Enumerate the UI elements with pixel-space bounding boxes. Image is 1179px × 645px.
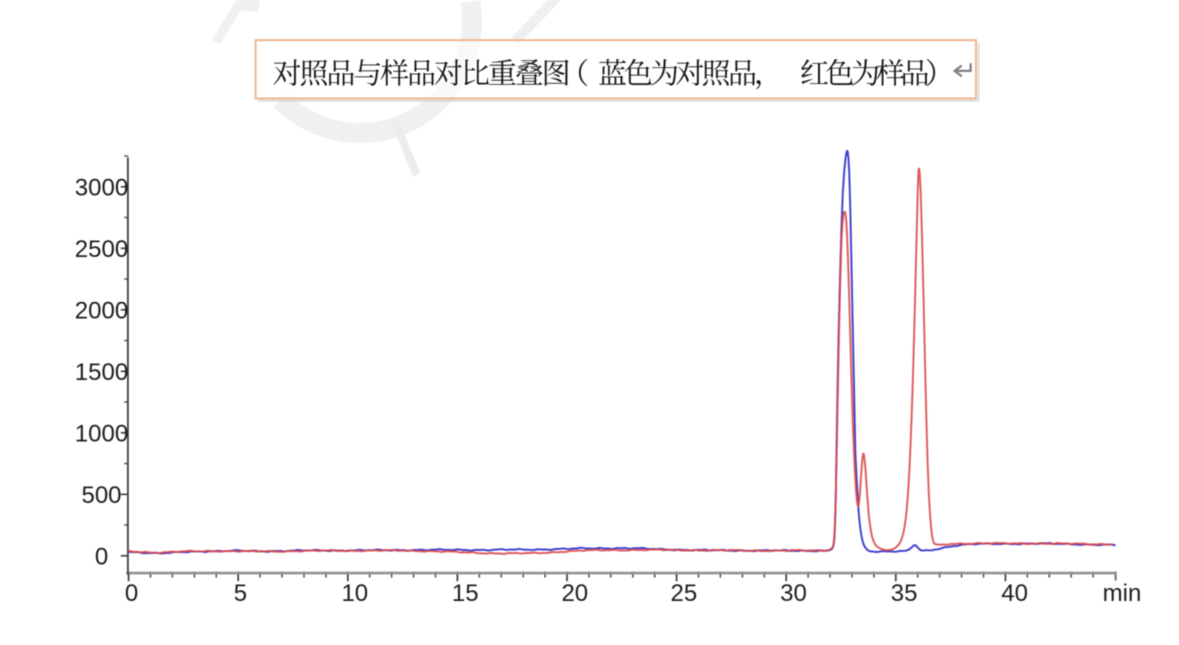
svg-text:2000: 2000 (75, 298, 128, 325)
svg-text:min: min (1103, 580, 1142, 607)
svg-text:500: 500 (81, 482, 121, 509)
svg-text:20: 20 (561, 580, 588, 607)
svg-text:15: 15 (452, 580, 479, 607)
svg-text:2500: 2500 (75, 236, 128, 263)
svg-text:5: 5 (234, 580, 247, 607)
svg-text:0: 0 (95, 544, 108, 571)
svg-text:40: 40 (1001, 580, 1028, 607)
svg-text:1000: 1000 (75, 421, 128, 448)
svg-text:30: 30 (780, 580, 807, 607)
svg-text:25: 25 (671, 580, 698, 607)
svg-text:0: 0 (125, 580, 138, 607)
svg-text:1500: 1500 (75, 359, 128, 386)
svg-text:3000: 3000 (75, 175, 128, 202)
svg-text:10: 10 (341, 580, 368, 607)
svg-text:35: 35 (891, 580, 918, 607)
